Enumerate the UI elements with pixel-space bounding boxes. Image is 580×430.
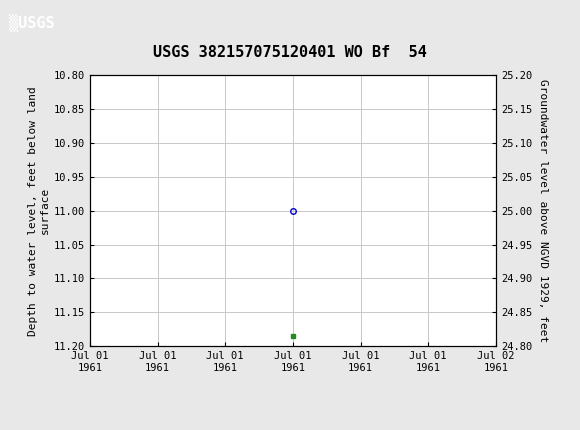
Text: USGS 382157075120401 WO Bf  54: USGS 382157075120401 WO Bf 54 xyxy=(153,45,427,60)
Y-axis label: Groundwater level above NGVD 1929, feet: Groundwater level above NGVD 1929, feet xyxy=(538,79,548,342)
Text: ▒USGS: ▒USGS xyxy=(9,15,55,32)
Y-axis label: Depth to water level, feet below land
surface: Depth to water level, feet below land su… xyxy=(28,86,50,335)
